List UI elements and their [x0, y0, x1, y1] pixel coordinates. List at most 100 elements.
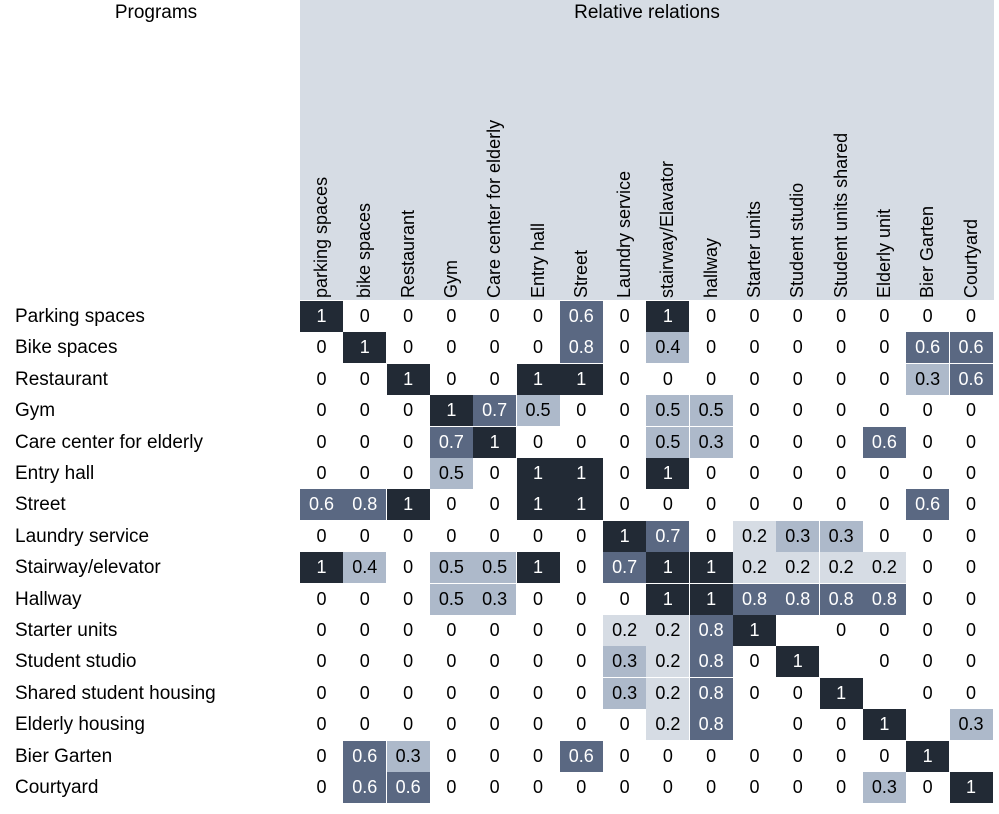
column-label: Bier Garten: [917, 205, 938, 298]
heatmap-cell: 0: [532, 714, 543, 735]
heatmap-cell: 0: [965, 620, 976, 640]
header-band: [300, 0, 994, 300]
heatmap-cell: 0: [879, 745, 890, 766]
heatmap-cell: 0: [879, 463, 890, 483]
heatmap-cell: 0: [965, 682, 976, 703]
heatmap-cell: 0: [922, 463, 933, 483]
heatmap-cell: 0: [792, 463, 803, 483]
heatmap-cell: 0: [922, 557, 933, 578]
column-label: Starter units: [744, 200, 764, 298]
heatmap-cell: 0: [965, 651, 976, 672]
heatmap-cell: 0.5: [516, 395, 560, 427]
heatmap-cell: 0.8: [343, 489, 387, 521]
heatmap-cell: [863, 678, 906, 709]
heatmap-cell: 0: [316, 337, 327, 358]
heatmap-cell: 0: [316, 431, 327, 452]
heatmap-cell: 0.6: [906, 489, 950, 521]
heatmap-cell: 0: [446, 777, 457, 797]
heatmap-cell: 0: [489, 745, 500, 766]
heatmap-cell: 0: [532, 777, 543, 797]
heatmap-cell: 1: [906, 740, 950, 772]
heatmap-cell: 0.3: [603, 646, 647, 678]
heatmap-cell: 0: [965, 525, 976, 546]
heatmap-cell: 1: [300, 552, 343, 584]
heatmap-cell: 0: [922, 400, 933, 421]
heatmap-cell: 0.5: [646, 395, 690, 427]
heatmap-cell: 0: [532, 525, 543, 546]
heatmap-cell: 0.8: [776, 583, 820, 615]
heatmap-cell: 0: [749, 682, 760, 703]
heatmap-cell: 0: [836, 714, 847, 735]
heatmap-cell: [906, 709, 949, 740]
heatmap-cell: 0.2: [646, 646, 690, 678]
heatmap-cell: 0: [532, 431, 543, 452]
heatmap-cell: 0: [489, 337, 500, 358]
heatmap-cell: 0: [922, 620, 933, 640]
row-label: Courtyard: [15, 777, 99, 798]
heatmap-cell: 0: [403, 682, 414, 703]
heatmap-cell: 0.3: [386, 740, 430, 772]
heatmap-cell: 0: [619, 494, 630, 515]
heatmap-cell: 0: [749, 463, 760, 483]
row-label: Street: [15, 494, 66, 516]
heatmap-cell: 0: [316, 525, 327, 546]
heatmap-cell: 0: [576, 557, 587, 578]
column-label: hallway: [700, 237, 721, 298]
heatmap-cell: 0: [576, 714, 587, 735]
heatmap-cell: 0: [836, 777, 847, 797]
heatmap-cell: 0: [403, 557, 414, 578]
heatmap-cell: 1: [516, 458, 560, 489]
heatmap-cell: 0: [576, 777, 587, 797]
heatmap-cell: 0.8: [862, 583, 906, 615]
heatmap-cell: 0: [316, 682, 327, 703]
heatmap-cell: [776, 615, 819, 646]
heatmap-cell: 0: [446, 682, 457, 703]
heatmap-cell: 1: [819, 677, 863, 709]
heatmap-cell: 0: [446, 494, 457, 515]
heatmap-cell: 0: [879, 306, 890, 326]
heatmap-cell: 1: [559, 458, 603, 489]
heatmap-cell: 0: [879, 494, 890, 515]
heatmap-cell: 0: [576, 682, 587, 703]
row-label: Elderly housing: [15, 714, 145, 736]
column-label: parking spaces: [311, 176, 331, 298]
heatmap-cell: 0.5: [429, 583, 473, 615]
heatmap-cell: 0.6: [862, 426, 906, 458]
heatmap-cell: 1: [559, 489, 603, 521]
heatmap-cell: 0: [446, 306, 457, 326]
heatmap-cell: 0: [489, 368, 500, 389]
heatmap-cell: 0: [359, 714, 370, 735]
heatmap-cell: 0.3: [819, 520, 863, 552]
heatmap-cell: 0: [316, 651, 327, 672]
heatmap-cell: 0.5: [689, 395, 733, 427]
heatmap-cell: 0: [532, 620, 543, 640]
heatmap-cell: 0: [792, 494, 803, 515]
heatmap-cell: 0.8: [689, 677, 733, 709]
heatmap-cell: 0: [879, 525, 890, 546]
heatmap-cell: 1: [646, 301, 690, 332]
heatmap-cell: 0: [359, 682, 370, 703]
heatmap-cell: 0: [403, 431, 414, 452]
heatmap-cell: 0: [316, 463, 327, 483]
heatmap-cell: 0.3: [776, 520, 820, 552]
heatmap-cell: 0: [836, 306, 847, 326]
heatmap-cell: 0: [489, 682, 500, 703]
heatmap-cell: 0.8: [689, 615, 733, 646]
heatmap-cell: 0: [576, 525, 587, 546]
heatmap-cell: 0: [359, 463, 370, 483]
row-label: Shared student housing: [15, 682, 216, 704]
heatmap-cell: 0.2: [776, 552, 820, 584]
heatmap-cell: 0: [879, 337, 890, 358]
heatmap-cell: 0: [749, 494, 760, 515]
heatmap-cell: 0.5: [429, 552, 473, 584]
heatmap-cell: 0: [489, 494, 500, 515]
row-label: Bier Garten: [15, 745, 113, 767]
heatmap-cell: 0: [359, 400, 370, 421]
heatmap-cell: 0.5: [429, 458, 473, 489]
heatmap-cell: 0: [836, 745, 847, 766]
heatmap-cell: 0: [879, 400, 890, 421]
heatmap-cell: 0: [922, 306, 933, 326]
column-label: Street: [570, 249, 591, 298]
heatmap-cell: 0: [489, 651, 500, 672]
heatmap-cell: 0: [792, 368, 803, 389]
